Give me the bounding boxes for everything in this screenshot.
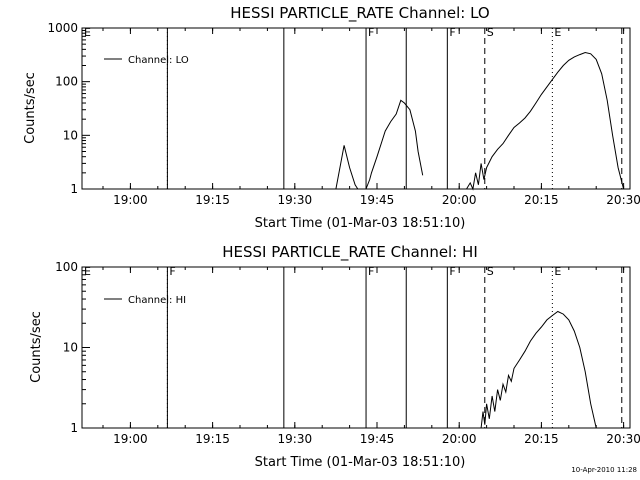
event-marker-label: S [487, 265, 494, 278]
y-tick-label: 1000 [47, 21, 78, 35]
y-tick-label: 1 [70, 421, 78, 435]
x-axis-label: Start Time (01-Mar-03 18:51:10) [255, 455, 466, 470]
data-line [480, 310, 597, 429]
event-marker-label: E [554, 26, 561, 39]
y-axis-label: Counts/sec [29, 311, 44, 383]
event-marker-label: S [487, 26, 494, 39]
x-axis-label: Start Time (01-Mar-03 18:51:10) [255, 216, 466, 231]
x-tick-label: 19:30 [278, 432, 313, 446]
chart-panel-hi: HESSI PARTICLE_RATE Channel: HI Counts/s… [29, 243, 640, 470]
plot-frame [81, 266, 631, 429]
event-marker-label: F [449, 26, 455, 39]
x-tick-label: 19:15 [195, 432, 230, 446]
event-marker-label: F [368, 265, 374, 278]
x-tick-label: 20:00 [442, 432, 477, 446]
legend: Channel: LO [104, 55, 189, 66]
event-marker-label: E [84, 26, 91, 39]
data-line [335, 145, 359, 190]
x-tick-label: 20:30 [606, 193, 640, 207]
data-line [466, 51, 625, 191]
chart-panel-lo: HESSI PARTICLE_RATE Channel: LO Counts/s… [23, 4, 640, 231]
x-tick-label: 19:45 [360, 432, 395, 446]
plot-frame [81, 27, 631, 190]
data-line [365, 99, 424, 190]
x-tick-label: 20:15 [524, 432, 559, 446]
x-tick-label: 19:00 [113, 193, 148, 207]
event-marker-label: F [169, 265, 175, 278]
y-axis-label: Counts/sec [23, 72, 38, 144]
legend-label: Channel: HI [128, 295, 186, 306]
x-tick-label: 20:30 [606, 432, 640, 446]
legend: Channel: HI [104, 295, 186, 306]
event-marker-label: E [84, 265, 91, 278]
event-marker-label: F [368, 26, 374, 39]
y-tick-label: 100 [55, 260, 78, 274]
y-tick-label: 10 [63, 128, 78, 142]
legend-label: Channel: LO [128, 55, 189, 66]
x-tick-label: 19:30 [278, 193, 313, 207]
timestamp-label: 10-Apr-2010 11:28 [571, 466, 637, 474]
y-tick-label: 1 [70, 182, 78, 196]
chart-title: HESSI PARTICLE_RATE Channel: HI [222, 243, 478, 262]
x-tick-label: 19:00 [113, 432, 148, 446]
event-marker-label: F [449, 265, 455, 278]
y-tick-label: 10 [63, 341, 78, 355]
x-tick-label: 19:45 [360, 193, 395, 207]
y-tick-label: 100 [55, 75, 78, 89]
x-tick-label: 19:15 [195, 193, 230, 207]
chart-title: HESSI PARTICLE_RATE Channel: LO [230, 4, 489, 23]
x-tick-label: 20:00 [442, 193, 477, 207]
x-tick-label: 20:15 [524, 193, 559, 207]
event-marker-label: E [554, 265, 561, 278]
